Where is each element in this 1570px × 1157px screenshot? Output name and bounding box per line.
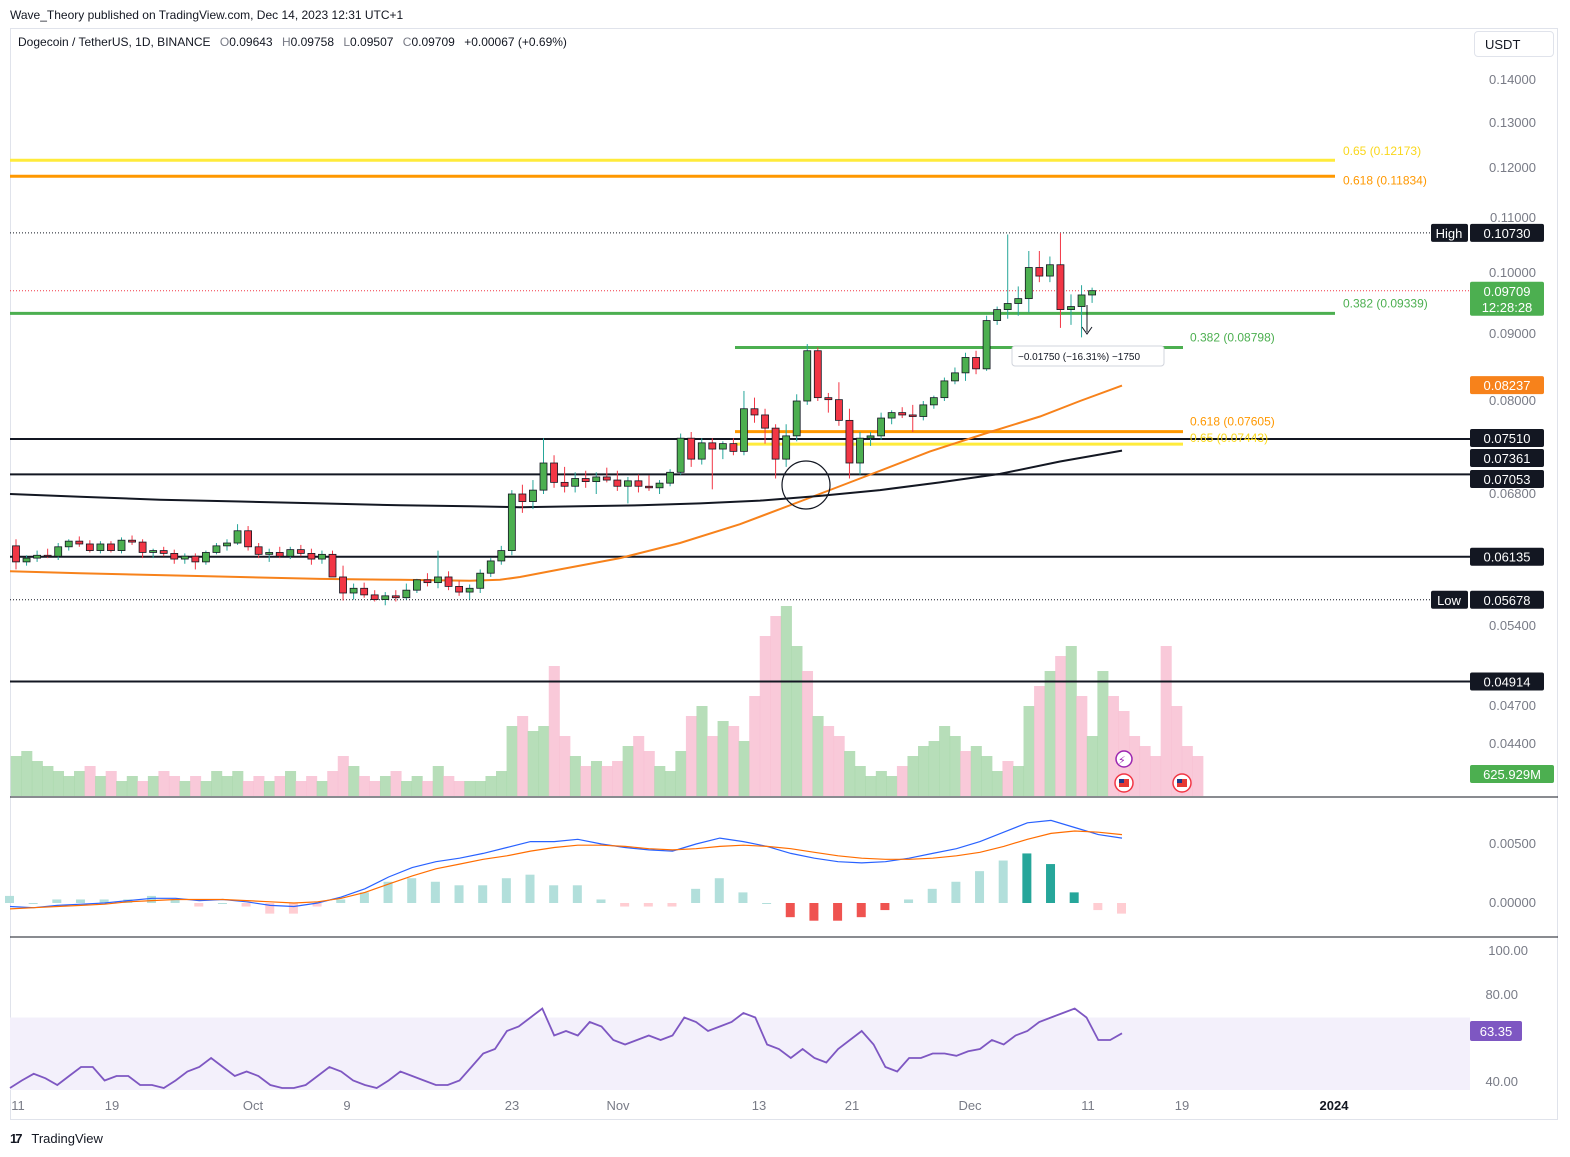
symbol-legend[interactable]: Dogecoin / TetherUS, 1D, BINANCE O0.0964… xyxy=(18,35,567,49)
change-value: +0.00067 (+0.69%) xyxy=(464,35,567,49)
open-value: 0.09643 xyxy=(229,35,273,49)
tradingview-logo-icon: 17 xyxy=(10,1131,22,1146)
brand-text: TradingView xyxy=(31,1131,103,1146)
low-value: 0.09507 xyxy=(350,35,394,49)
high-key: H xyxy=(281,35,291,49)
close-value: 0.09709 xyxy=(411,35,455,49)
currency-button[interactable]: USDT xyxy=(1474,31,1554,57)
close-key: C xyxy=(402,35,412,49)
symbol-name[interactable]: Dogecoin / TetherUS, 1D, BINANCE xyxy=(18,35,211,49)
tradingview-brand[interactable]: 17 TradingView xyxy=(10,1131,103,1146)
publisher-caption: Wave_Theory published on TradingView.com… xyxy=(10,8,404,22)
low-key: L xyxy=(343,35,351,49)
open-key: O xyxy=(219,35,230,49)
high-value: 0.09758 xyxy=(290,35,335,49)
chart-frame xyxy=(10,28,1558,1120)
